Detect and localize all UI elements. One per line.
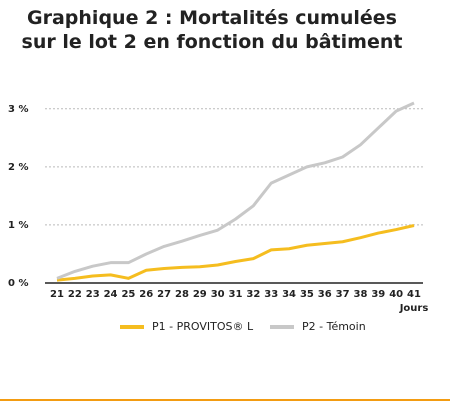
legend-label: P2 - Témoin <box>302 320 366 333</box>
chart-title: sur le lot 2 en fonction du bâtiment <box>22 31 403 53</box>
line-series <box>56 224 415 282</box>
x-tick-label: 30 <box>211 289 225 300</box>
x-tick-label: 24 <box>104 289 118 300</box>
x-tick-label: 37 <box>336 289 350 300</box>
line-series <box>56 101 415 280</box>
y-tick-label: 2 % <box>8 162 28 173</box>
chart-title: Graphique 2 : Mortalités cumulées <box>27 7 397 29</box>
x-tick-label: 29 <box>193 289 207 300</box>
x-tick-label: 41 <box>407 289 421 300</box>
y-tick-label: 3 % <box>8 104 28 115</box>
x-tick-label: 31 <box>229 289 243 300</box>
x-tick-label: 35 <box>300 289 314 300</box>
legend-label: P1 - PROVITOS® L <box>152 320 254 333</box>
x-tick-label: 32 <box>246 289 260 300</box>
x-tick-label: 36 <box>318 289 332 300</box>
y-tick-label: 0 % <box>8 278 28 289</box>
x-tick-label: 33 <box>264 289 278 300</box>
x-axis-label: Jours <box>399 303 429 314</box>
x-tick-label: 23 <box>86 289 100 300</box>
x-tick-label: 26 <box>139 289 153 300</box>
x-tick-label: 28 <box>175 289 189 300</box>
x-tick-label: 27 <box>157 289 171 300</box>
x-tick-label: 34 <box>282 289 296 300</box>
x-tick-label: 38 <box>353 289 367 300</box>
y-tick-label: 1 % <box>8 220 28 231</box>
x-tick-label: 25 <box>121 289 135 300</box>
x-tick-label: 22 <box>68 289 82 300</box>
x-tick-label: 39 <box>371 289 385 300</box>
x-tick-label: 21 <box>50 289 64 300</box>
x-tick-label: 40 <box>389 289 403 300</box>
